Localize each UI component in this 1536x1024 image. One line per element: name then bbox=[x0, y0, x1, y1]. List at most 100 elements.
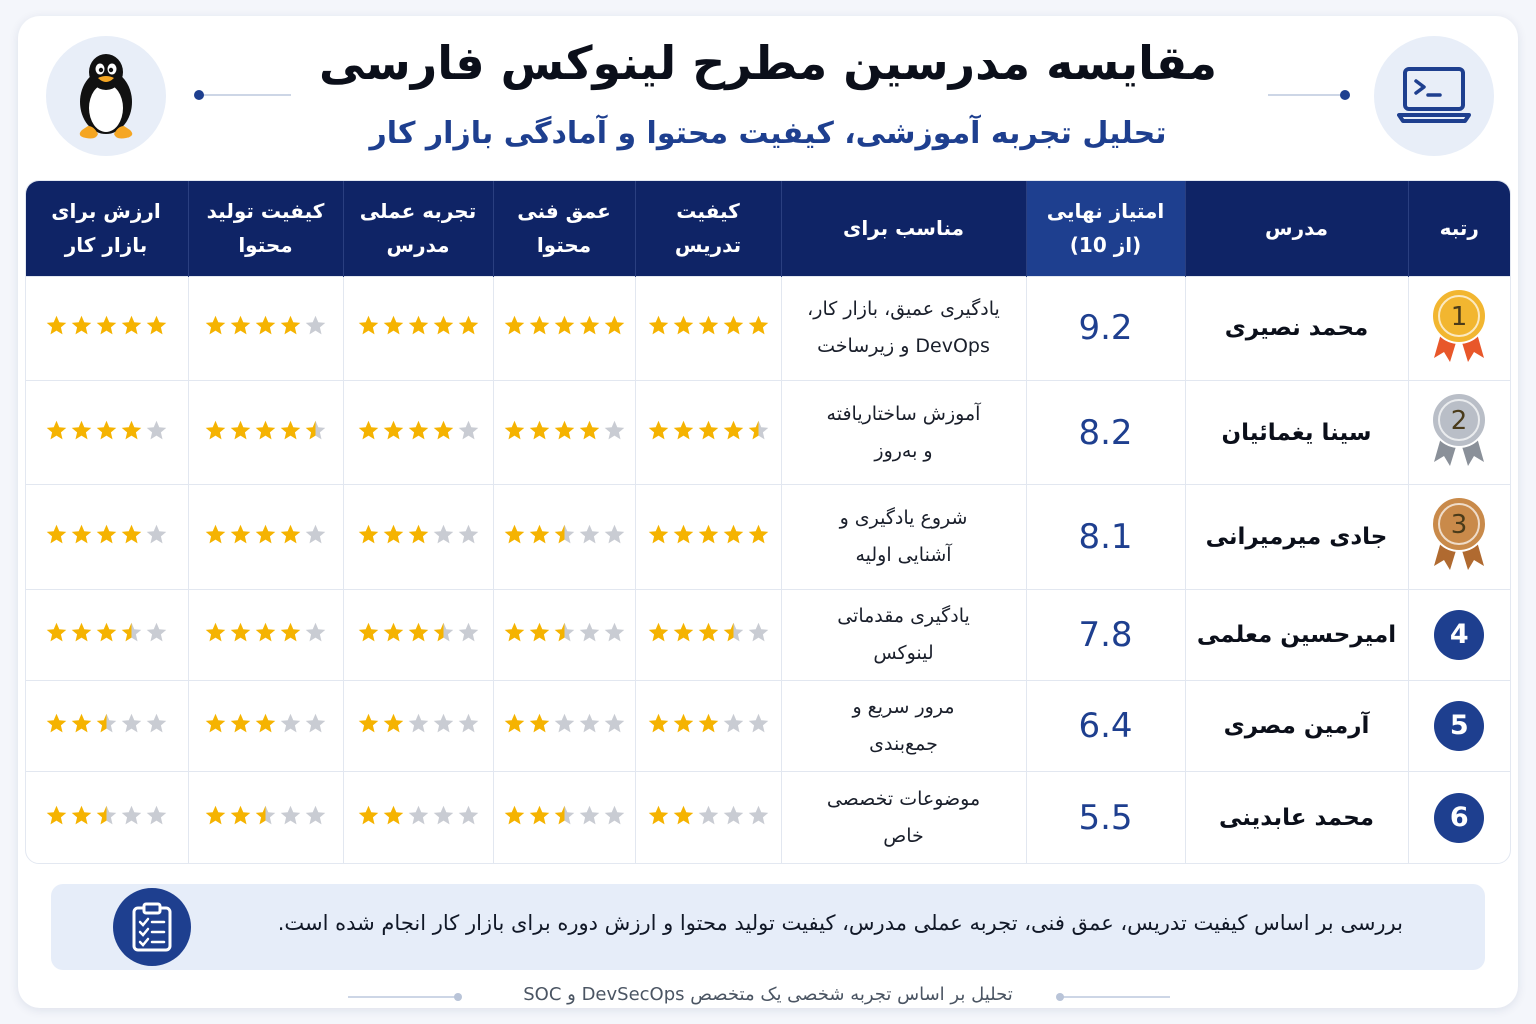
star-empty-icon bbox=[146, 524, 166, 544]
star-full-icon bbox=[433, 420, 453, 439]
final-score: 9.2 bbox=[1025, 275, 1185, 381]
star-full-icon bbox=[504, 315, 524, 335]
terminal-laptop-icon bbox=[1397, 67, 1471, 123]
linux-penguin-icon bbox=[79, 54, 133, 139]
star-full-icon bbox=[46, 805, 66, 824]
star-full-icon bbox=[46, 622, 66, 641]
star-empty-icon bbox=[604, 524, 624, 544]
star-rating bbox=[503, 523, 626, 546]
star-rating bbox=[647, 314, 770, 337]
star-empty-icon bbox=[604, 622, 624, 641]
final-score: 5.5 bbox=[1025, 771, 1185, 863]
star-full-icon bbox=[648, 622, 668, 641]
star-half-icon bbox=[255, 805, 276, 824]
rank-cell: 4 bbox=[1407, 588, 1510, 681]
star-full-icon bbox=[358, 622, 378, 641]
star-rating bbox=[357, 419, 480, 442]
star-rating bbox=[357, 804, 480, 827]
suitable-for: یادگیری مقدماتی لینوکس bbox=[780, 588, 1026, 681]
star-full-icon bbox=[554, 420, 574, 439]
star-full-icon bbox=[96, 622, 116, 641]
star-half-icon bbox=[305, 420, 326, 439]
star-empty-icon bbox=[146, 805, 166, 824]
medal-rank-number: 2 bbox=[1451, 406, 1468, 436]
suitable-line-1: یادگیری مقدماتی bbox=[837, 604, 970, 627]
star-full-icon bbox=[504, 622, 524, 641]
star-empty-icon bbox=[121, 805, 141, 824]
rating-market bbox=[26, 679, 188, 772]
star-rating bbox=[357, 314, 480, 337]
star-full-icon bbox=[383, 315, 403, 335]
star-full-icon bbox=[648, 315, 668, 335]
star-empty-icon bbox=[305, 713, 326, 733]
star-rating bbox=[45, 314, 168, 337]
star-full-icon bbox=[71, 420, 91, 439]
star-full-icon bbox=[673, 622, 693, 641]
suitable-line-2: لینوکس bbox=[873, 641, 934, 664]
title-deco-line-left bbox=[194, 90, 291, 100]
star-half-icon bbox=[121, 622, 141, 641]
rating-experience bbox=[342, 771, 493, 863]
col-header-production: کیفیت تولید محتوا bbox=[187, 181, 343, 276]
star-full-icon bbox=[673, 524, 693, 544]
terminal-badge bbox=[1374, 36, 1494, 156]
star-rating bbox=[503, 804, 626, 827]
star-full-icon bbox=[146, 315, 166, 335]
star-full-icon bbox=[230, 713, 251, 733]
star-full-icon bbox=[71, 713, 91, 733]
rating-market bbox=[26, 771, 188, 863]
star-full-icon bbox=[255, 315, 276, 335]
rating-depth bbox=[492, 771, 635, 863]
rating-teaching bbox=[634, 771, 781, 863]
star-full-icon bbox=[748, 315, 768, 335]
rating-experience bbox=[342, 379, 493, 485]
star-full-icon bbox=[96, 315, 116, 335]
suitable-line-1: آموزش ساختاریافته bbox=[826, 402, 981, 425]
title-deco-line-right bbox=[1268, 90, 1350, 100]
star-full-icon bbox=[71, 315, 91, 335]
star-rating bbox=[647, 523, 770, 546]
star-empty-icon bbox=[305, 805, 326, 824]
rank-number-badge: 4 bbox=[1434, 609, 1485, 660]
star-full-icon bbox=[358, 524, 378, 544]
star-full-icon bbox=[230, 315, 251, 335]
star-rating bbox=[357, 621, 480, 644]
suitable-line-2: و به‌روز bbox=[874, 439, 933, 462]
star-full-icon bbox=[458, 315, 478, 335]
rating-production bbox=[187, 679, 343, 772]
rating-depth bbox=[492, 588, 635, 681]
star-rating bbox=[647, 712, 770, 735]
rank-number-badge: 5 bbox=[1434, 700, 1485, 751]
suitable-line-2: خاص bbox=[883, 824, 924, 847]
star-empty-icon bbox=[280, 713, 301, 733]
star-full-icon bbox=[71, 524, 91, 544]
silver-medal-icon: 2 bbox=[1431, 392, 1488, 467]
table-row: 5 آرمین مصری 6.4 مرور سریع و جمع‌بندی bbox=[26, 679, 1510, 772]
star-full-icon bbox=[723, 524, 743, 544]
star-empty-icon bbox=[604, 420, 624, 439]
star-full-icon bbox=[673, 713, 693, 733]
star-empty-icon bbox=[458, 622, 478, 641]
rating-market bbox=[26, 379, 188, 485]
star-full-icon bbox=[230, 622, 251, 641]
star-full-icon bbox=[280, 622, 301, 641]
star-full-icon bbox=[71, 805, 91, 824]
star-full-icon bbox=[408, 622, 428, 641]
star-full-icon bbox=[698, 713, 718, 733]
star-full-icon bbox=[383, 420, 403, 439]
star-empty-icon bbox=[579, 524, 599, 544]
star-full-icon bbox=[46, 315, 66, 335]
medal-rank-number: 3 bbox=[1451, 510, 1468, 540]
star-empty-icon bbox=[458, 805, 478, 824]
star-empty-icon bbox=[280, 805, 301, 824]
star-rating bbox=[357, 523, 480, 546]
star-empty-icon bbox=[305, 524, 326, 544]
star-full-icon bbox=[255, 420, 276, 439]
suitable-for: مرور سریع و جمع‌بندی bbox=[780, 679, 1026, 772]
star-full-icon bbox=[383, 805, 403, 824]
rating-teaching bbox=[634, 379, 781, 485]
star-full-icon bbox=[529, 524, 549, 544]
star-full-icon bbox=[408, 524, 428, 544]
star-full-icon bbox=[698, 622, 718, 641]
rating-experience bbox=[342, 679, 493, 772]
